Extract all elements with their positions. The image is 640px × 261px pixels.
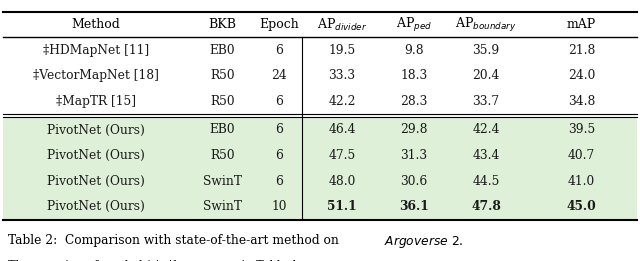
Text: 6: 6 bbox=[275, 44, 283, 57]
Text: PivotNet (Ours): PivotNet (Ours) bbox=[47, 149, 145, 162]
FancyBboxPatch shape bbox=[3, 117, 637, 220]
Text: SwinT: SwinT bbox=[203, 200, 242, 213]
Text: 51.1: 51.1 bbox=[327, 200, 357, 213]
Text: mAP: mAP bbox=[567, 18, 596, 31]
Text: 35.9: 35.9 bbox=[472, 44, 500, 57]
Text: 45.0: 45.0 bbox=[566, 200, 596, 213]
Text: AP$_{ped}$: AP$_{ped}$ bbox=[396, 16, 432, 33]
Text: $\mathit{Argoverse\ 2}$.: $\mathit{Argoverse\ 2}$. bbox=[384, 234, 463, 250]
Text: 29.8: 29.8 bbox=[401, 123, 428, 137]
Text: The meaning of symbol ‡ is the same as in Table 1.: The meaning of symbol ‡ is the same as i… bbox=[8, 260, 301, 261]
Text: 31.3: 31.3 bbox=[401, 149, 428, 162]
Text: 44.5: 44.5 bbox=[472, 175, 500, 188]
Text: PivotNet (Ours): PivotNet (Ours) bbox=[47, 200, 145, 213]
Text: 19.5: 19.5 bbox=[328, 44, 356, 57]
Text: 10: 10 bbox=[271, 200, 287, 213]
Text: 39.5: 39.5 bbox=[568, 123, 595, 137]
Text: 6: 6 bbox=[275, 123, 283, 137]
Text: EB0: EB0 bbox=[209, 123, 236, 137]
Text: AP$_{divider}$: AP$_{divider}$ bbox=[317, 16, 367, 33]
Text: 30.6: 30.6 bbox=[401, 175, 428, 188]
Text: 33.7: 33.7 bbox=[472, 95, 500, 108]
Text: Table 2:  Comparison with state-of-the-art method on: Table 2: Comparison with state-of-the-ar… bbox=[8, 234, 342, 247]
Text: R50: R50 bbox=[210, 149, 235, 162]
Text: 28.3: 28.3 bbox=[401, 95, 428, 108]
Text: 46.4: 46.4 bbox=[328, 123, 356, 137]
Text: 24: 24 bbox=[271, 69, 287, 82]
Text: 6: 6 bbox=[275, 175, 283, 188]
Text: 48.0: 48.0 bbox=[328, 175, 356, 188]
Text: 6: 6 bbox=[275, 95, 283, 108]
Text: SwinT: SwinT bbox=[203, 175, 242, 188]
Text: 36.1: 36.1 bbox=[399, 200, 429, 213]
Text: ‡HDMapNet [11]: ‡HDMapNet [11] bbox=[43, 44, 149, 57]
Text: 42.2: 42.2 bbox=[328, 95, 356, 108]
Text: 47.5: 47.5 bbox=[328, 149, 356, 162]
Text: PivotNet (Ours): PivotNet (Ours) bbox=[47, 123, 145, 137]
Text: BKB: BKB bbox=[209, 18, 236, 31]
Text: AP$_{boundary}$: AP$_{boundary}$ bbox=[456, 16, 516, 33]
Text: Method: Method bbox=[72, 18, 120, 31]
Text: 21.8: 21.8 bbox=[568, 44, 595, 57]
Text: 18.3: 18.3 bbox=[401, 69, 428, 82]
Text: EB0: EB0 bbox=[209, 44, 236, 57]
Text: 9.8: 9.8 bbox=[404, 44, 424, 57]
Text: 47.8: 47.8 bbox=[471, 200, 501, 213]
Text: 20.4: 20.4 bbox=[472, 69, 500, 82]
Text: 33.3: 33.3 bbox=[328, 69, 356, 82]
Text: 43.4: 43.4 bbox=[472, 149, 500, 162]
Text: R50: R50 bbox=[210, 69, 235, 82]
Text: 41.0: 41.0 bbox=[568, 175, 595, 188]
Text: 34.8: 34.8 bbox=[568, 95, 595, 108]
Text: 40.7: 40.7 bbox=[568, 149, 595, 162]
Text: R50: R50 bbox=[210, 95, 235, 108]
Text: 42.4: 42.4 bbox=[472, 123, 500, 137]
Text: PivotNet (Ours): PivotNet (Ours) bbox=[47, 175, 145, 188]
Text: ‡VectorMapNet [18]: ‡VectorMapNet [18] bbox=[33, 69, 159, 82]
Text: 6: 6 bbox=[275, 149, 283, 162]
Text: Epoch: Epoch bbox=[259, 18, 299, 31]
Text: ‡MapTR [15]: ‡MapTR [15] bbox=[56, 95, 136, 108]
Text: 24.0: 24.0 bbox=[568, 69, 595, 82]
